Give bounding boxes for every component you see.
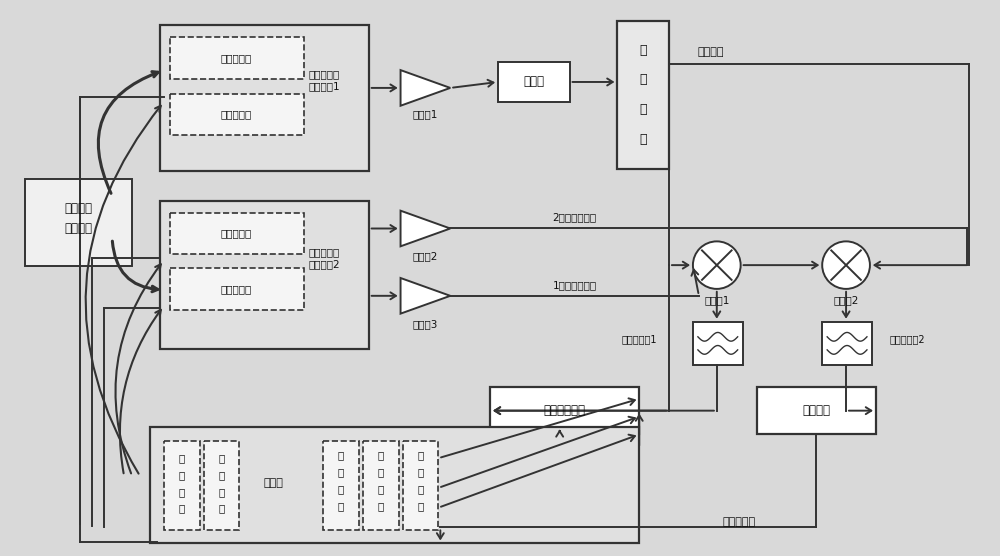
Text: 放大器1: 放大器1 bbox=[413, 110, 438, 120]
Text: 解调模块: 解调模块 bbox=[802, 404, 830, 417]
Text: 采: 采 bbox=[338, 450, 344, 460]
Text: 测: 测 bbox=[417, 501, 424, 511]
Text: 时: 时 bbox=[338, 484, 344, 494]
Text: 设: 设 bbox=[218, 487, 225, 497]
Text: 混频器2: 混频器2 bbox=[833, 295, 859, 305]
FancyBboxPatch shape bbox=[170, 268, 304, 310]
FancyBboxPatch shape bbox=[160, 201, 369, 349]
FancyBboxPatch shape bbox=[204, 441, 239, 530]
Text: 信: 信 bbox=[378, 450, 384, 460]
Text: 低通滤波器1: 低通滤波器1 bbox=[621, 334, 657, 344]
FancyBboxPatch shape bbox=[498, 62, 570, 102]
FancyBboxPatch shape bbox=[150, 426, 639, 543]
Text: 直接数字频
率合成器2: 直接数字频 率合成器2 bbox=[308, 247, 340, 269]
Text: 频率控制字: 频率控制字 bbox=[221, 229, 252, 239]
Text: 干: 干 bbox=[639, 44, 647, 57]
Text: 模数转换模块: 模数转换模块 bbox=[544, 404, 586, 417]
Text: 混频器1: 混频器1 bbox=[704, 295, 729, 305]
Text: 置: 置 bbox=[179, 504, 185, 514]
Text: 高稳定性: 高稳定性 bbox=[64, 202, 92, 215]
FancyBboxPatch shape bbox=[363, 441, 399, 530]
Text: 涉: 涉 bbox=[639, 73, 647, 87]
FancyBboxPatch shape bbox=[757, 387, 876, 434]
FancyBboxPatch shape bbox=[160, 24, 369, 171]
Text: 相位控制字: 相位控制字 bbox=[221, 110, 252, 120]
Text: 检: 检 bbox=[417, 484, 424, 494]
FancyBboxPatch shape bbox=[403, 441, 438, 530]
Text: 率: 率 bbox=[179, 470, 185, 480]
Text: 置: 置 bbox=[218, 504, 225, 514]
Polygon shape bbox=[401, 211, 450, 246]
FancyBboxPatch shape bbox=[170, 94, 304, 136]
Circle shape bbox=[822, 241, 870, 289]
Text: 样: 样 bbox=[338, 467, 344, 477]
Text: 解调后信号: 解调后信号 bbox=[722, 517, 755, 527]
Text: 号: 号 bbox=[378, 467, 384, 477]
FancyBboxPatch shape bbox=[170, 212, 304, 254]
Text: 频: 频 bbox=[179, 453, 185, 463]
FancyBboxPatch shape bbox=[164, 441, 200, 530]
FancyBboxPatch shape bbox=[490, 387, 639, 434]
FancyBboxPatch shape bbox=[617, 21, 669, 169]
FancyBboxPatch shape bbox=[822, 321, 872, 365]
Text: 相: 相 bbox=[218, 453, 225, 463]
Text: 相: 相 bbox=[417, 467, 424, 477]
Text: 频率控制字: 频率控制字 bbox=[221, 53, 252, 63]
Text: 位: 位 bbox=[218, 470, 225, 480]
Circle shape bbox=[693, 241, 741, 289]
Text: 低通滤波器2: 低通滤波器2 bbox=[890, 334, 926, 344]
Text: 路: 路 bbox=[639, 133, 647, 146]
Text: 设: 设 bbox=[179, 487, 185, 497]
Text: 光: 光 bbox=[639, 103, 647, 116]
Text: 直接数字频
率合成器1: 直接数字频 率合成器1 bbox=[308, 69, 340, 91]
Text: 相位控制字: 相位控制字 bbox=[221, 284, 252, 294]
Text: 提: 提 bbox=[378, 484, 384, 494]
Text: 放大器3: 放大器3 bbox=[413, 320, 438, 330]
Text: 钟: 钟 bbox=[338, 501, 344, 511]
FancyBboxPatch shape bbox=[323, 441, 359, 530]
FancyBboxPatch shape bbox=[693, 321, 743, 365]
Text: 激光器: 激光器 bbox=[523, 76, 544, 88]
Text: 放大器2: 放大器2 bbox=[413, 251, 438, 261]
Text: 控制器: 控制器 bbox=[263, 478, 283, 488]
Text: 1倍频载波信号: 1倍频载波信号 bbox=[553, 280, 597, 290]
FancyBboxPatch shape bbox=[170, 37, 304, 79]
Text: 2倍频载波信号: 2倍频载波信号 bbox=[553, 212, 597, 222]
Text: 取: 取 bbox=[378, 501, 384, 511]
Polygon shape bbox=[401, 70, 450, 106]
Text: 同: 同 bbox=[417, 450, 424, 460]
Text: 温补晶振: 温补晶振 bbox=[64, 222, 92, 235]
FancyBboxPatch shape bbox=[25, 179, 132, 266]
Text: 干涉信号: 干涉信号 bbox=[698, 47, 724, 57]
Polygon shape bbox=[401, 278, 450, 314]
